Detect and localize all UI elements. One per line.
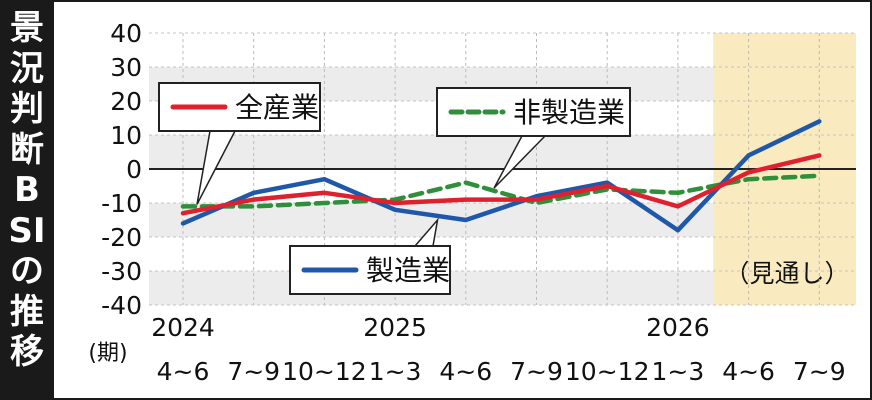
x-tick-label: 7~9 — [510, 357, 563, 386]
x-tick-label: 1~3 — [369, 357, 422, 386]
y-tick-label: 30 — [110, 53, 142, 82]
x-year-label: 2024 — [151, 313, 215, 342]
x-tick-label: 4~6 — [722, 357, 775, 386]
y-tick-label: -30 — [101, 257, 142, 286]
legend-callout-all_industries: 全産業 — [158, 82, 321, 205]
x-tick-label: 4~6 — [157, 357, 210, 386]
legend-label: 非製造業 — [513, 96, 625, 129]
legend-label: 製造業 — [366, 254, 450, 287]
x-year-label: 2026 — [646, 313, 710, 342]
legend-label: 全産業 — [235, 91, 319, 124]
series-line-manufacturing — [180, 119, 822, 233]
y-tick-label: -10 — [101, 189, 142, 218]
x-tick-label: 7~9 — [227, 357, 280, 386]
forecast-label: （見通し） — [724, 259, 849, 288]
x-tick-label: 10~12 — [565, 357, 650, 386]
callout-pointer — [414, 217, 439, 247]
x-tick-label: 7~9 — [793, 357, 846, 386]
y-tick-label: -20 — [101, 223, 142, 252]
legend-callout-manufacturing: 製造業 — [289, 217, 451, 295]
series-line-all_industries — [180, 153, 822, 216]
x-tick-label: 4~6 — [439, 357, 492, 386]
axes: 40 30 20 10 0 -10 -20 -30 -40 2024 2025 2026 (期) 4~6 7… — [88, 19, 845, 386]
series-line-non_manufacturing — [180, 173, 822, 209]
y-tick-label: 10 — [110, 121, 142, 150]
y-tick-label: 0 — [126, 155, 142, 184]
series-lines — [180, 119, 822, 233]
x-year-label: 2025 — [363, 313, 427, 342]
callout-pointer — [493, 135, 546, 189]
y-tick-label: 20 — [110, 87, 142, 116]
callout-pointer — [196, 130, 236, 205]
x-tick-label: 1~3 — [652, 357, 705, 386]
x-unit-label: (期) — [88, 341, 127, 366]
y-tick-label: -40 — [101, 291, 142, 320]
y-tick-label: 40 — [110, 19, 142, 48]
x-tick-label: 10~12 — [282, 357, 367, 386]
legend-callout-non_manufacturing: 非製造業 — [436, 87, 631, 189]
title-bar: 景況判断BSIの推移 — [0, 0, 54, 400]
chart-title: 景況判断BSIの推移 — [8, 8, 46, 372]
